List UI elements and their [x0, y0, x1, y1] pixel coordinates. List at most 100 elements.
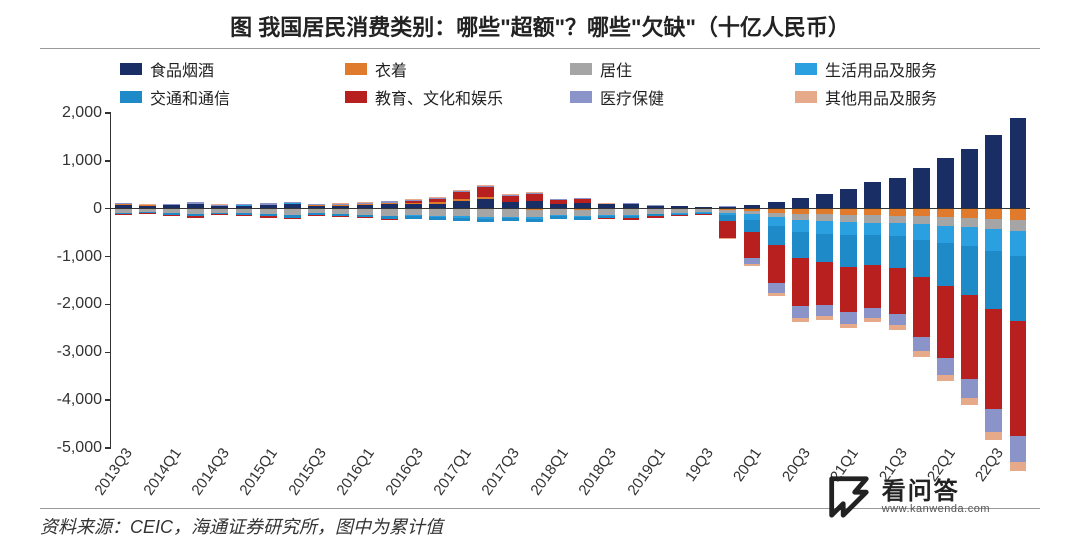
bar-segment — [260, 216, 277, 217]
legend-swatch — [795, 63, 817, 75]
bar-stack-negative — [671, 209, 688, 217]
bar-segment — [526, 194, 543, 201]
legend-item: 交通和通信 — [120, 85, 345, 109]
bar-segment — [840, 267, 857, 312]
bar-stack-negative — [864, 209, 881, 323]
bar-segment — [453, 192, 470, 199]
bar-stack-positive — [816, 194, 833, 208]
y-tick — [105, 256, 111, 258]
legend-label: 居住 — [600, 57, 632, 81]
bar-column — [982, 113, 1006, 448]
bar-column — [716, 113, 740, 448]
bar-segment — [477, 219, 494, 222]
bar-segment — [816, 234, 833, 263]
bar-segment — [816, 214, 833, 221]
legend-item: 衣着 — [345, 57, 570, 81]
bar-column — [740, 113, 764, 448]
bar-segment — [985, 309, 1002, 410]
y-tick — [105, 112, 111, 114]
chart-area: 2,0001,0000-1,000-2,000-3,000-4,000-5,00… — [40, 113, 1040, 448]
bar-segment — [864, 265, 881, 308]
bar-column — [280, 113, 304, 448]
bar-segment — [985, 135, 1002, 209]
legend-label: 食品烟酒 — [150, 57, 214, 81]
bar-segment — [744, 264, 761, 266]
y-tick-label: -1,000 — [57, 248, 102, 266]
bar-stack-negative — [961, 209, 978, 405]
bar-column — [595, 113, 619, 448]
bar-segment — [961, 246, 978, 295]
bar-stack-negative — [139, 209, 156, 214]
bar-segment — [840, 189, 857, 209]
bar-column — [232, 113, 256, 448]
bar-column — [643, 113, 667, 448]
y-tick-label: -3,000 — [57, 343, 102, 361]
legend-swatch — [120, 63, 142, 75]
bar-column — [522, 113, 546, 448]
bar-segment — [961, 209, 978, 218]
bar-segment — [937, 375, 954, 381]
bar-stack-negative — [768, 209, 785, 296]
bar-segment — [1010, 220, 1027, 231]
bar-column — [208, 113, 232, 448]
y-tick — [105, 160, 111, 162]
x-tick: 20Q3 — [788, 445, 812, 515]
legend-item: 生活用品及服务 — [795, 57, 1020, 81]
bar-segment — [502, 209, 519, 216]
bar-stack-negative — [284, 209, 301, 220]
bar-column — [184, 113, 208, 448]
bar-segment — [889, 223, 906, 236]
bar-segment — [187, 216, 204, 217]
x-tick: 2014Q3 — [207, 445, 231, 515]
y-tick — [105, 304, 111, 306]
bar-stack-positive — [961, 149, 978, 209]
legend-label: 交通和通信 — [150, 85, 230, 109]
bar-segment — [792, 232, 809, 258]
bar-segment — [864, 223, 881, 235]
legend-item: 医疗保健 — [570, 85, 795, 109]
y-tick-label: -5,000 — [57, 439, 102, 457]
bar-segment — [937, 286, 954, 358]
bar-column — [135, 113, 159, 448]
bar-stack-negative — [502, 209, 519, 221]
bar-segment — [574, 217, 591, 220]
bar-stack-negative — [744, 209, 761, 266]
bar-stack-negative — [550, 209, 567, 219]
bar-segment — [139, 213, 156, 214]
x-tick: 2015Q1 — [255, 445, 279, 515]
bar-segment — [937, 358, 954, 375]
bar-stack-positive — [913, 168, 930, 209]
bar-segment — [985, 219, 1002, 230]
chart-title-row: 图 我国居民消费类别：哪些"超额"？哪些"欠缺"（十亿人民币） — [40, 0, 1040, 49]
bar-segment — [768, 217, 785, 226]
bar-segment — [671, 215, 688, 216]
x-tick: 19Q3 — [691, 445, 715, 515]
x-tick — [715, 445, 739, 515]
bar-segment — [985, 432, 1002, 440]
bar-segment — [1010, 321, 1027, 436]
bar-segment — [937, 158, 954, 208]
bar-segment — [1010, 118, 1027, 209]
x-tick: 2019Q1 — [642, 445, 666, 515]
bar-segment — [913, 209, 930, 217]
bar-segment — [647, 216, 664, 217]
legend-swatch — [570, 91, 592, 103]
bar-stack-negative — [308, 209, 325, 217]
bar-segment — [816, 221, 833, 233]
x-tick — [1006, 445, 1030, 515]
bar-segment — [913, 351, 930, 356]
y-tick-label: 0 — [93, 200, 102, 218]
bar-segment — [768, 245, 785, 283]
bar-segment — [961, 227, 978, 246]
bar-segment — [937, 226, 954, 243]
y-tick-label: 1,000 — [62, 152, 102, 170]
bar-stack-negative — [477, 209, 494, 223]
bar-segment — [1010, 231, 1027, 256]
bar-segment — [792, 318, 809, 322]
bar-column — [788, 113, 812, 448]
bar-stack-positive — [502, 194, 519, 208]
bar-segment — [889, 314, 906, 325]
bar-segment — [526, 210, 543, 218]
bar-segment — [816, 305, 833, 316]
bar-segment — [1010, 256, 1027, 321]
